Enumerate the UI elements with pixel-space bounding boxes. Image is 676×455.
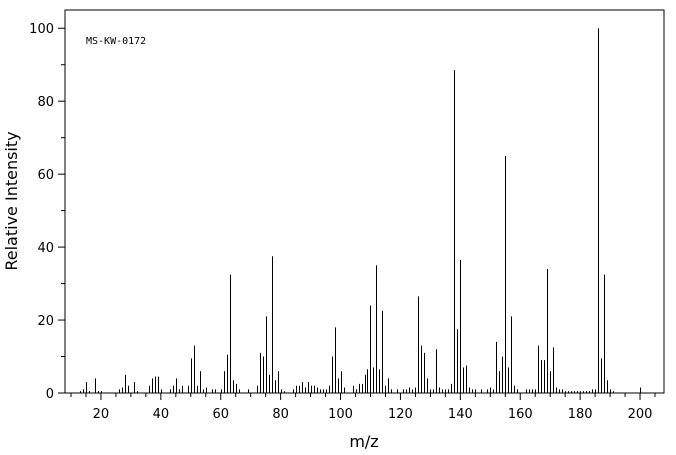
plot-frame — [64, 9, 665, 394]
y-tick-label: 0 — [46, 387, 54, 402]
peak-lines — [80, 28, 641, 393]
x-tick-label: 40 — [153, 407, 170, 422]
y-axis-title: Relative Intensity — [2, 131, 21, 270]
x-tick-label: 80 — [272, 407, 289, 422]
spectrum-code-label: MS-KW-0172 — [86, 36, 146, 47]
y-tick-label: 20 — [37, 314, 54, 329]
x-tick-label: 20 — [93, 407, 110, 422]
x-tick-label: 200 — [628, 407, 653, 422]
axis-ticks: 20 40 60 80 100 120 140 160 180 200 0 20 40 60 80 100 — [29, 22, 656, 422]
y-tick-label: 80 — [37, 95, 54, 110]
x-tick-label: 180 — [568, 407, 593, 422]
x-axis-title: m/z — [349, 432, 378, 451]
x-tick-label: 160 — [508, 407, 533, 422]
y-tick-label: 40 — [37, 241, 54, 256]
x-tick-label: 100 — [328, 407, 353, 422]
x-tick-label: 140 — [448, 407, 473, 422]
y-tick-label: 60 — [37, 168, 54, 183]
x-tick-label: 60 — [212, 407, 229, 422]
x-tick-label: 120 — [388, 407, 413, 422]
y-tick-label: 100 — [29, 22, 54, 37]
